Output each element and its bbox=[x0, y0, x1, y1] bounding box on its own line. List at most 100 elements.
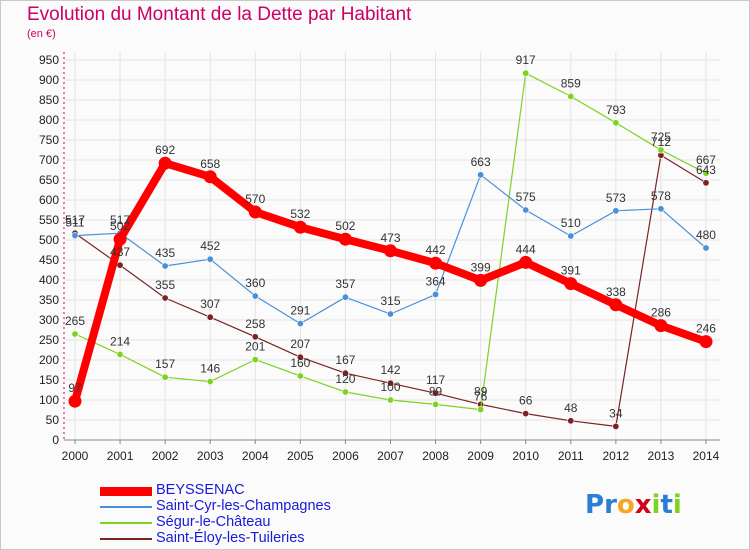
legend-swatch bbox=[100, 538, 152, 540]
y-tick-label: 250 bbox=[39, 333, 59, 347]
data-label: 573 bbox=[606, 191, 626, 205]
data-point bbox=[293, 220, 307, 234]
data-label: 97 bbox=[68, 381, 82, 395]
data-point bbox=[116, 350, 124, 358]
data-label: 480 bbox=[696, 228, 716, 242]
y-tick-label: 800 bbox=[39, 113, 59, 127]
x-tick-label: 2008 bbox=[422, 449, 449, 463]
data-label: 338 bbox=[606, 285, 626, 299]
data-label: 142 bbox=[380, 363, 400, 377]
x-tick-label: 2007 bbox=[377, 449, 404, 463]
logo-letter: P bbox=[585, 490, 605, 520]
data-label: 510 bbox=[561, 216, 581, 230]
data-point bbox=[248, 205, 262, 219]
y-tick-label: 400 bbox=[39, 273, 59, 287]
logo-letter: x bbox=[634, 490, 652, 520]
legend-swatch bbox=[100, 522, 152, 524]
data-point bbox=[609, 298, 623, 312]
data-label: 364 bbox=[426, 274, 446, 288]
data-label: 575 bbox=[516, 190, 536, 204]
data-point bbox=[203, 170, 217, 184]
proxiti-logo: Proxiti bbox=[585, 490, 682, 520]
data-point bbox=[338, 232, 352, 246]
data-label: 207 bbox=[290, 337, 310, 351]
data-point bbox=[386, 396, 394, 404]
data-label: 246 bbox=[696, 322, 716, 336]
legend-label: Saint-Éloy-les-Tuileries bbox=[156, 530, 305, 546]
x-tick-label: 2011 bbox=[558, 449, 584, 463]
y-tick-label: 650 bbox=[39, 173, 59, 187]
y-tick-label: 350 bbox=[39, 293, 59, 307]
data-label: 360 bbox=[245, 276, 265, 290]
data-point bbox=[158, 156, 172, 170]
data-label: 34 bbox=[609, 406, 623, 420]
data-point bbox=[113, 232, 127, 246]
data-point bbox=[657, 146, 665, 154]
data-label: 473 bbox=[380, 231, 400, 245]
data-label: 89 bbox=[429, 384, 443, 398]
data-label: 357 bbox=[335, 277, 355, 291]
y-tick-label: 100 bbox=[39, 393, 59, 407]
data-point bbox=[612, 422, 620, 430]
legend-label: BEYSSENAC bbox=[156, 482, 245, 498]
logo-letter: r bbox=[604, 490, 617, 520]
data-label: 793 bbox=[606, 103, 626, 117]
data-label: 502 bbox=[110, 219, 130, 233]
chart-unit: (en €) bbox=[27, 28, 56, 40]
x-tick-label: 2004 bbox=[242, 449, 269, 463]
data-point bbox=[161, 373, 169, 381]
data-point bbox=[251, 333, 259, 341]
data-label: 570 bbox=[245, 192, 265, 206]
data-point bbox=[161, 262, 169, 270]
data-label: 444 bbox=[516, 242, 536, 256]
x-tick-label: 2005 bbox=[287, 449, 314, 463]
data-point bbox=[432, 389, 440, 397]
data-label: 658 bbox=[200, 157, 220, 171]
y-tick-label: 150 bbox=[39, 373, 59, 387]
data-point bbox=[654, 319, 668, 333]
data-point bbox=[296, 372, 304, 380]
data-point bbox=[206, 313, 214, 321]
x-tick-label: 2003 bbox=[197, 449, 224, 463]
data-point bbox=[432, 400, 440, 408]
x-tick-label: 2000 bbox=[62, 449, 89, 463]
x-tick-label: 2009 bbox=[467, 449, 494, 463]
data-label: 291 bbox=[290, 304, 310, 318]
data-label: 391 bbox=[561, 264, 581, 278]
data-point bbox=[474, 273, 488, 287]
logo-letter: i bbox=[651, 490, 661, 520]
data-point bbox=[68, 394, 82, 408]
data-point bbox=[341, 369, 349, 377]
y-tick-label: 50 bbox=[46, 413, 60, 427]
data-point bbox=[383, 244, 397, 258]
data-label: 167 bbox=[335, 353, 355, 367]
data-point bbox=[519, 255, 533, 269]
legend-label: Ségur-le-Château bbox=[156, 514, 271, 530]
data-label: 214 bbox=[110, 334, 130, 348]
data-label: 48 bbox=[564, 401, 578, 415]
chart-title: Evolution du Montant de la Dette par Hab… bbox=[27, 4, 412, 25]
data-point bbox=[296, 353, 304, 361]
y-tick-label: 300 bbox=[39, 313, 59, 327]
data-point bbox=[71, 330, 79, 338]
y-tick-label: 200 bbox=[39, 353, 59, 367]
data-label: 517 bbox=[110, 213, 130, 227]
data-label: 89 bbox=[474, 384, 488, 398]
data-point bbox=[386, 310, 394, 318]
data-label: 160 bbox=[290, 356, 310, 370]
legend-label: Saint-Cyr-les-Champagnes bbox=[156, 498, 331, 514]
data-label: 435 bbox=[155, 246, 175, 260]
y-tick-label: 450 bbox=[39, 253, 59, 267]
data-label: 578 bbox=[651, 189, 671, 203]
data-point bbox=[612, 119, 620, 127]
data-point bbox=[429, 256, 443, 270]
data-label: 452 bbox=[200, 239, 220, 253]
data-point bbox=[477, 406, 485, 414]
y-tick-label: 950 bbox=[39, 53, 59, 67]
data-label: 286 bbox=[651, 306, 671, 320]
data-label: 157 bbox=[155, 357, 175, 371]
data-point bbox=[341, 293, 349, 301]
x-tick-label: 2012 bbox=[602, 449, 629, 463]
data-label: 117 bbox=[426, 373, 445, 387]
data-point bbox=[251, 356, 259, 364]
